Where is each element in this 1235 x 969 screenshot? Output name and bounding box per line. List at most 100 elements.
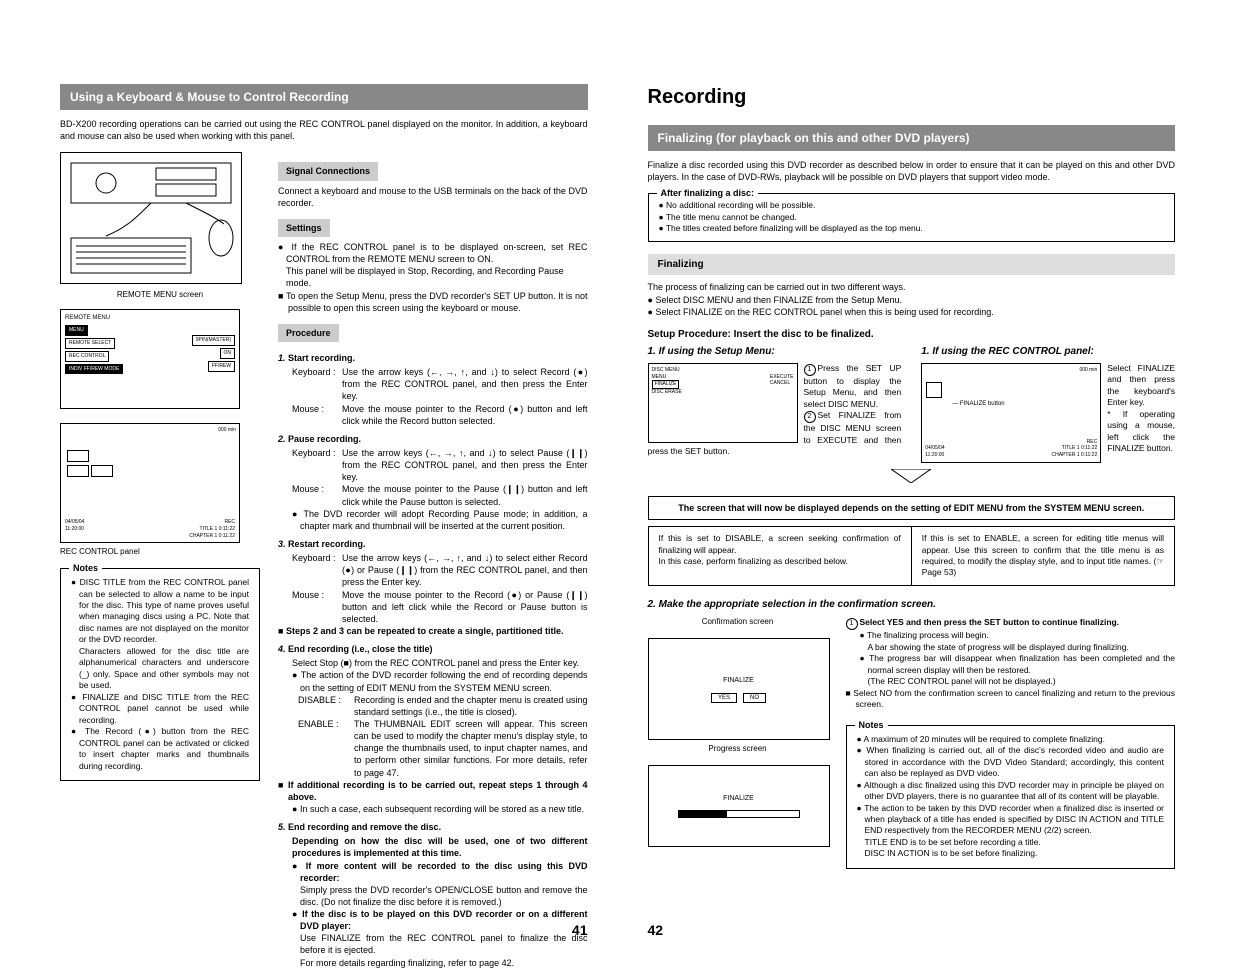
sm-item: DISC ERASE xyxy=(652,389,682,396)
s1-kb: Use the arrow keys (←, →, ↑, and ↓) to s… xyxy=(342,366,588,402)
no-button: NO xyxy=(743,693,766,703)
left-intro: BD-X200 recording operations can be carr… xyxy=(60,118,588,142)
s3-ms: Move the mouse pointer to the Record (●)… xyxy=(342,589,588,625)
rs-btn-icon xyxy=(926,382,942,398)
settings-square: To open the Setup Menu, press the DVD re… xyxy=(278,290,588,314)
rec-top-right: 000 min xyxy=(218,427,236,434)
step-1: 1. Start recording. xyxy=(278,352,588,364)
s5-intro: Depending on how the disc will be used, … xyxy=(292,835,588,859)
step-2-title: Pause recording. xyxy=(288,434,361,444)
settings-bullet: If the REC CONTROL panel is to be displa… xyxy=(278,241,588,265)
page-number-left: 41 xyxy=(572,921,588,940)
yes-button: YES xyxy=(711,693,737,703)
finalizing-subheading: Finalizing xyxy=(648,254,1176,276)
page-right: Recording Finalizing (for playback on th… xyxy=(618,0,1235,954)
rs-top-right: 000 min xyxy=(1079,367,1097,374)
note-item: Although a disc finalized using this DVD… xyxy=(857,780,1165,803)
rec-control-step-title: 1. If using the REC CONTROL panel: xyxy=(921,345,1175,359)
rec-bl1: 04/05/04 xyxy=(65,519,84,526)
s5-b2-text: Use FINALIZE from the REC CONTROL panel … xyxy=(300,932,588,956)
rs-title-line: TITLE 1 0:11:22 xyxy=(1051,445,1097,452)
edit-menu-notice: The screen that will now be displayed de… xyxy=(648,496,1176,520)
step-4-title: End recording (i.e., close the title) xyxy=(288,644,433,654)
s5-more: For more details regarding finalizing, r… xyxy=(300,957,588,969)
remote-menu-caption: REMOTE MENU screen xyxy=(60,290,260,301)
circled-2-icon: 2 xyxy=(804,411,816,423)
confirmation-screen: FINALIZE YES NO xyxy=(648,638,830,740)
s2-kb: Use the arrow keys (←, →, ↑, and ↓) to s… xyxy=(342,447,588,483)
fin-b1: Select DISC MENU and then FINALIZE from … xyxy=(648,294,1176,306)
sm-item-r: CANCEL xyxy=(770,380,794,387)
after-item: No additional recording will be possible… xyxy=(659,200,1165,211)
s4-a: Select Stop (■) from the REC CONTROL pan… xyxy=(292,657,588,669)
r-t2: (The REC CONTROL panel will not be displ… xyxy=(868,676,1176,687)
left-c1: Press the SET UP button to display the S… xyxy=(804,363,902,409)
rec-control-finalize-screen: 000 min — FINALIZE button 04/05/04 11:20… xyxy=(921,363,1101,463)
left-section-bar: Using a Keyboard & Mouse to Control Reco… xyxy=(60,84,588,110)
note-item: When finalizing is carried out, all of t… xyxy=(857,745,1165,779)
remote-item: REC CONTROL xyxy=(65,351,109,362)
prog-label: FINALIZE xyxy=(723,794,754,803)
sm-item-r: EXECUTE xyxy=(770,374,794,381)
r-sq: Select NO from the confirmation screen t… xyxy=(846,688,1176,711)
sm-item: FINALIZE xyxy=(652,380,680,389)
confirmation-figures: Confirmation screen FINALIZE YES NO Prog… xyxy=(648,617,828,868)
rec-caption: REC CONTROL panel xyxy=(60,547,260,558)
step-5: 5. End recording and remove the disc. xyxy=(278,821,588,833)
note-item: The action to be taken by this DVD recor… xyxy=(857,803,1165,860)
note-item: The Record (●) button from the REC CONTR… xyxy=(71,726,249,772)
right-section-bar: Finalizing (for playback on this and oth… xyxy=(648,125,1176,151)
setup-menu-column: 1. If using the Setup Menu: DISC MENU ME… xyxy=(648,345,902,463)
rec-title-line: TITLE 1 0:11:22 xyxy=(189,526,235,533)
s5-b1-text: Simply press the DVD recorder's OPEN/CLO… xyxy=(300,884,588,908)
s5-b1-title: If more content will be recorded to the … xyxy=(292,860,588,884)
after-finalizing-box: After finalizing a disc: No additional r… xyxy=(648,193,1176,241)
after-item: The titles created before finalizing wil… xyxy=(659,223,1165,234)
conf-caption: Confirmation screen xyxy=(648,617,828,628)
after-item: The title menu cannot be changed. xyxy=(659,212,1165,223)
remote-item: MENU xyxy=(65,325,88,336)
step-3-title: Restart recording. xyxy=(288,539,366,549)
right-c1b: * If operating using a mouse, left click… xyxy=(1107,409,1175,453)
note-item: A maximum of 20 minutes will be required… xyxy=(857,734,1165,745)
repeat-note: Steps 2 and 3 can be repeated to create … xyxy=(278,625,588,637)
step-3: 3. Restart recording. xyxy=(278,538,588,550)
enable-box: If this is set to ENABLE, a screen for e… xyxy=(912,527,1174,585)
step-5-title: End recording and remove the disc. xyxy=(288,822,441,832)
s4-disable-lbl: DISABLE : xyxy=(298,694,354,718)
notes-title: Notes xyxy=(69,562,102,574)
r-t1: A bar showing the state of progress will… xyxy=(868,642,1176,653)
remote-menu-screen: REMOTE MENU MENU REMOTE SELECT REC CONTR… xyxy=(60,309,240,409)
disable-box: If this is set to DISABLE, a screen seek… xyxy=(649,527,912,585)
rec-bl2: 11:20:00 xyxy=(65,526,84,533)
rs-rec: REC xyxy=(1051,439,1097,446)
settings-heading: Settings xyxy=(278,219,330,237)
r-b2: The progress bar will disappear when fin… xyxy=(860,653,1176,676)
rs-fin-label: FINALIZE button xyxy=(960,401,1005,407)
right-notes: Notes A maximum of 20 minutes will be re… xyxy=(846,725,1176,869)
step-2: 2. Pause recording. xyxy=(278,433,588,445)
additional-note: If additional recording is to be carried… xyxy=(278,779,588,803)
s1-ms: Move the mouse pointer to the Record (●)… xyxy=(342,403,588,427)
remote-item-r: 9PIN(MASTER) xyxy=(192,335,235,346)
notes-title: Notes xyxy=(855,719,888,731)
additional-bullet: In such a case, each subsequent recordin… xyxy=(292,803,588,815)
conf-label: FINALIZE xyxy=(723,676,754,685)
step-1-title: Start recording. xyxy=(288,353,355,363)
page-number-right: 42 xyxy=(648,921,664,940)
rec-control-screen: 000 min 04/05/04 11:20:00 REC TITLE 1 0:… xyxy=(60,423,240,543)
setup-menu-step-title: 1. If using the Setup Menu: xyxy=(648,345,902,359)
fin-b2: Select FINALIZE on the REC CONTROL panel… xyxy=(648,306,1176,318)
sm-item: MENU xyxy=(652,374,682,381)
step-4: 4. End recording (i.e., close the title) xyxy=(278,643,588,655)
setup-menu-screen: DISC MENU MENU FINALIZE DISC ERASE EXECU… xyxy=(648,363,798,443)
s2-ms: Move the mouse pointer to the Pause (❙❙)… xyxy=(342,483,588,507)
disable-enable-boxes: If this is set to DISABLE, a screen seek… xyxy=(648,526,1176,586)
rec-buttons xyxy=(67,450,115,480)
down-arrow-icon xyxy=(648,469,1176,486)
s5-b2-title: If the disc is to be played on this DVD … xyxy=(292,908,588,932)
remote-item: INDIV FF/REW MODE xyxy=(65,364,123,375)
device-illustration xyxy=(60,152,242,284)
rs-bl2: 11:20:00 xyxy=(925,452,944,459)
finalizing-intro: The process of finalizing can be carried… xyxy=(648,281,1176,293)
